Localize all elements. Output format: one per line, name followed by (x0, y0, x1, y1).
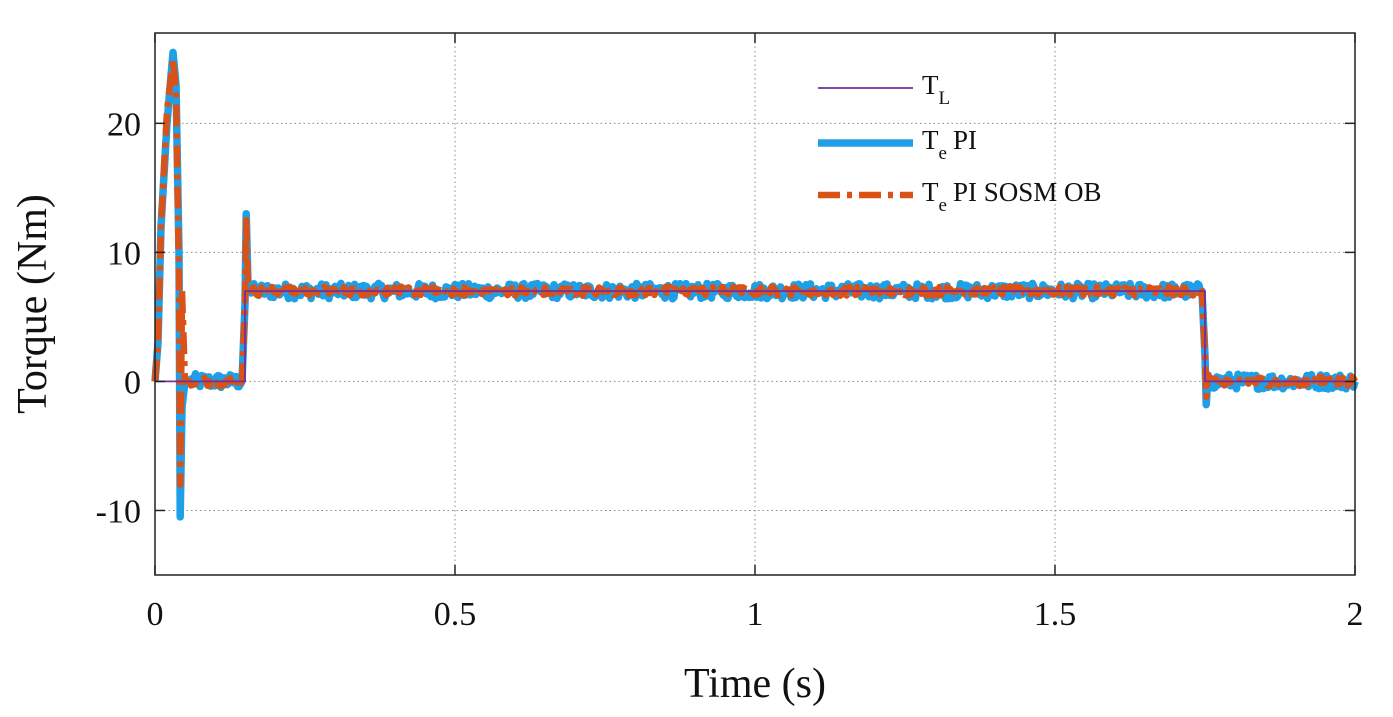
x-tick-label: 1.5 (1034, 596, 1077, 633)
grid (155, 33, 1355, 575)
x-tick-label: 0 (147, 596, 164, 633)
axis-ticks: 0 0.5 1 1.5 2 -10 0 10 20 (96, 33, 1364, 633)
legend: TL Te PI Te PI SOSM OB (818, 70, 1102, 216)
x-tick-label: 2 (1347, 596, 1364, 633)
x-tick-label: 0.5 (434, 596, 477, 633)
y-tick-label: 10 (107, 235, 141, 272)
legend-entry-1: Te PI (922, 125, 977, 164)
y-tick-label: 20 (107, 106, 141, 143)
legend-entry-0: TL (922, 70, 950, 109)
y-axis-label: Torque (Nm) (10, 194, 56, 414)
legend-entry-2: Te PI SOSM OB (922, 177, 1102, 216)
x-axis-label: Time (s) (684, 661, 826, 707)
series-line-0 (155, 290, 1355, 383)
x-tick-label: 1 (747, 596, 764, 633)
plot-series (151, 48, 1359, 521)
y-tick-label: 0 (124, 364, 141, 401)
y-tick-label: -10 (96, 493, 141, 530)
